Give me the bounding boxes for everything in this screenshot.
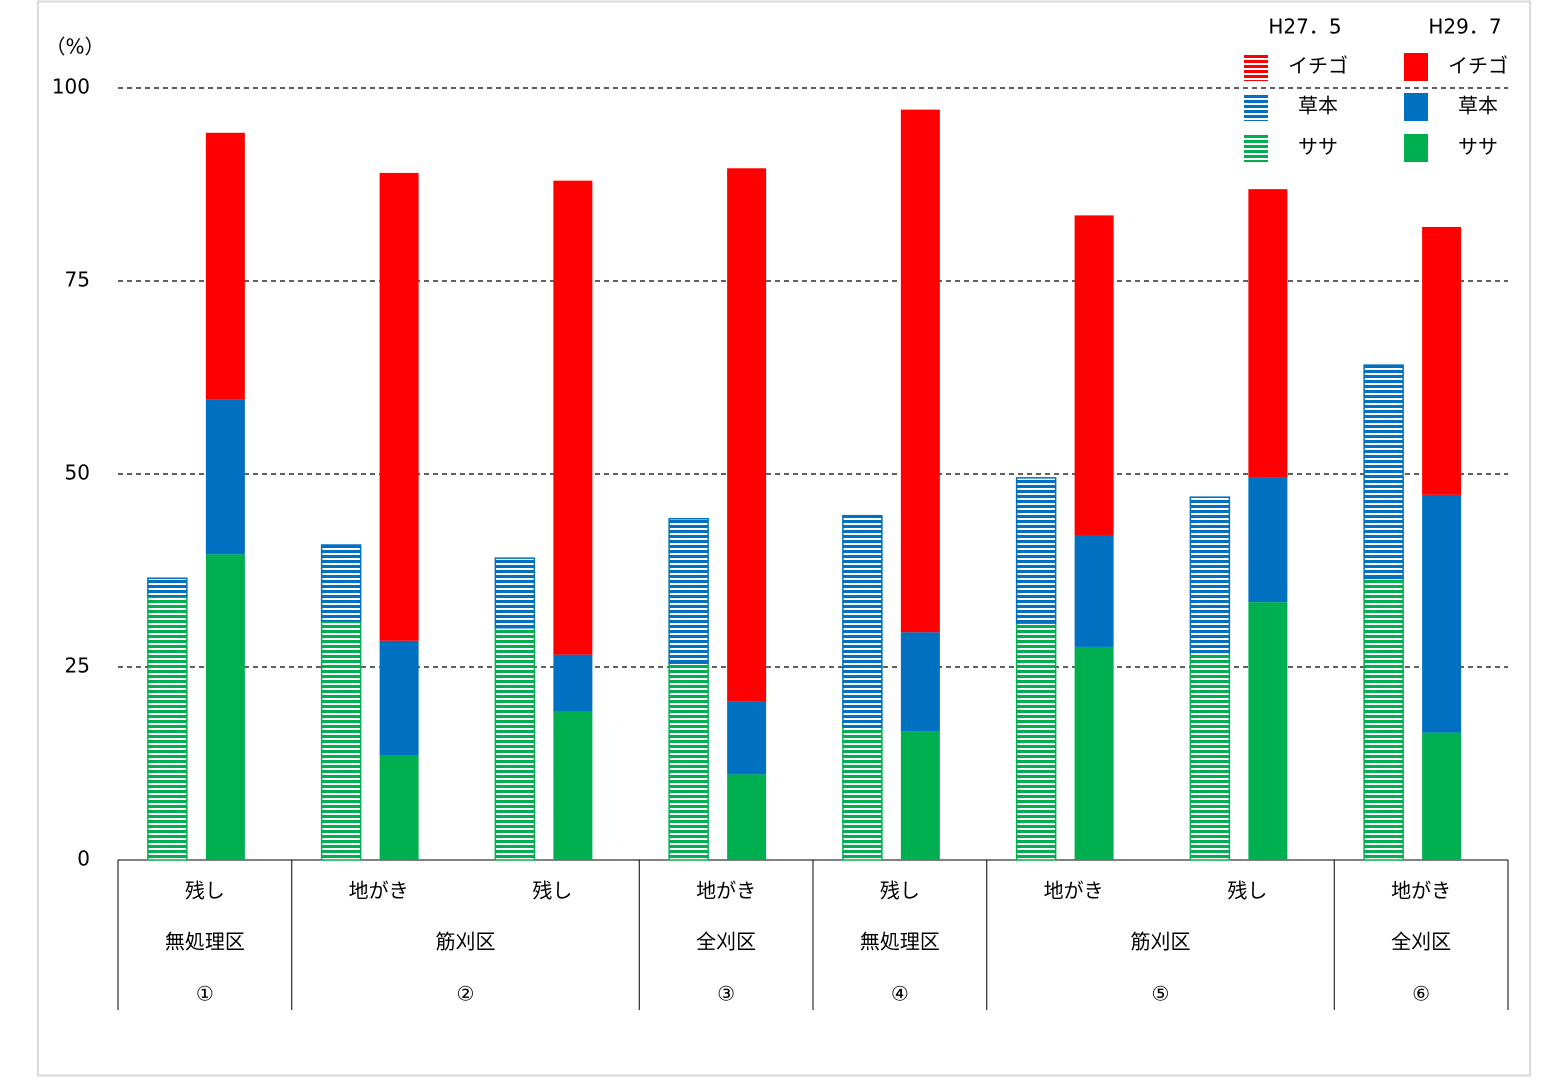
bar-segment xyxy=(205,554,245,860)
legend-swatch xyxy=(1404,53,1428,81)
x-tick-label: 地がき xyxy=(696,879,756,903)
group-number: ④ xyxy=(891,982,909,1006)
bar-segment xyxy=(900,109,940,633)
bar-segment xyxy=(1363,364,1404,579)
group-label: 無処理区 xyxy=(860,930,940,954)
chart-frame xyxy=(37,0,1531,1077)
group-label: 無処理区 xyxy=(165,930,245,954)
legend-swatch xyxy=(1244,53,1268,81)
legend-label: ササ xyxy=(1298,135,1338,159)
bar-segment xyxy=(1248,602,1288,860)
bar-segment xyxy=(1422,732,1462,860)
bar-segment xyxy=(379,640,419,756)
bar-segment xyxy=(320,619,362,861)
y-tick-label: 0 xyxy=(77,847,90,871)
x-tick-label: 残し xyxy=(880,879,920,903)
bar-segment xyxy=(1015,477,1057,624)
bar-segment xyxy=(1074,534,1114,647)
bar-segment xyxy=(320,544,362,622)
bar-segment xyxy=(842,514,883,728)
legend-header: H27．5 xyxy=(1268,15,1341,39)
bar-segment xyxy=(727,168,767,702)
bar-segment xyxy=(205,399,245,555)
group-label: 筋刈区 xyxy=(436,930,496,954)
bar-segment xyxy=(1422,494,1462,733)
y-tick-label: 100 xyxy=(52,75,90,99)
bar-segment xyxy=(1363,577,1404,861)
x-tick-label: 残し xyxy=(1227,879,1267,903)
x-tick-label: 地がき xyxy=(349,879,409,903)
legend-swatch xyxy=(1404,93,1428,121)
legend-swatch xyxy=(1244,93,1268,121)
bar-segment xyxy=(553,180,593,655)
group-number: ① xyxy=(196,982,214,1006)
y-axis-label: （%） xyxy=(45,35,104,59)
bar-segment xyxy=(205,132,245,400)
legend-header: H29．7 xyxy=(1428,15,1501,39)
x-tick-label: 残し xyxy=(532,879,572,903)
x-tick-label: 残し xyxy=(185,879,225,903)
legend-label: イチゴ xyxy=(1288,54,1348,78)
group-number: ③ xyxy=(717,982,735,1006)
bar-segment xyxy=(494,557,536,629)
bar-segment xyxy=(494,626,536,861)
bar-segment xyxy=(147,595,188,861)
bar-segment xyxy=(1015,622,1057,861)
legend-swatch xyxy=(1404,134,1428,162)
bar-segment xyxy=(1248,189,1288,478)
bar-segment xyxy=(668,518,709,664)
y-tick-label: 50 xyxy=(65,461,90,485)
bar-segment xyxy=(900,632,940,732)
group-number: ⑤ xyxy=(1152,982,1170,1006)
legend-label: 草本 xyxy=(1298,94,1338,118)
y-tick-label: 75 xyxy=(65,268,90,292)
bar-segment xyxy=(1422,226,1462,495)
group-label: 全刈区 xyxy=(696,930,756,954)
bar-segment xyxy=(668,662,709,861)
group-number: ② xyxy=(457,982,475,1006)
bar-segment xyxy=(1189,496,1231,654)
group-label: 全刈区 xyxy=(1391,930,1451,954)
legend-swatch xyxy=(1244,134,1268,162)
legend-label: 草本 xyxy=(1458,94,1498,118)
legend-label: ササ xyxy=(1458,135,1498,159)
bar-segment xyxy=(1074,215,1114,535)
bar-segment xyxy=(727,701,767,775)
bar-segment xyxy=(727,774,767,860)
bar-segment xyxy=(900,731,940,860)
bar-segment xyxy=(553,654,593,712)
bar-segment xyxy=(1074,646,1114,860)
legend-label: イチゴ xyxy=(1448,54,1508,78)
x-tick-label: 地がき xyxy=(1044,879,1104,903)
bar-segment xyxy=(147,577,188,597)
group-number: ⑥ xyxy=(1412,982,1430,1006)
bar-segment xyxy=(1189,651,1231,861)
group-label: 筋刈区 xyxy=(1131,930,1191,954)
x-tick-label: 地がき xyxy=(1391,879,1451,903)
bar-segment xyxy=(379,755,419,860)
bar-segment xyxy=(553,711,593,860)
y-tick-label: 25 xyxy=(65,654,90,678)
bar-segment xyxy=(379,172,419,641)
bar-segment xyxy=(842,726,883,861)
bar-segment xyxy=(1248,477,1288,603)
